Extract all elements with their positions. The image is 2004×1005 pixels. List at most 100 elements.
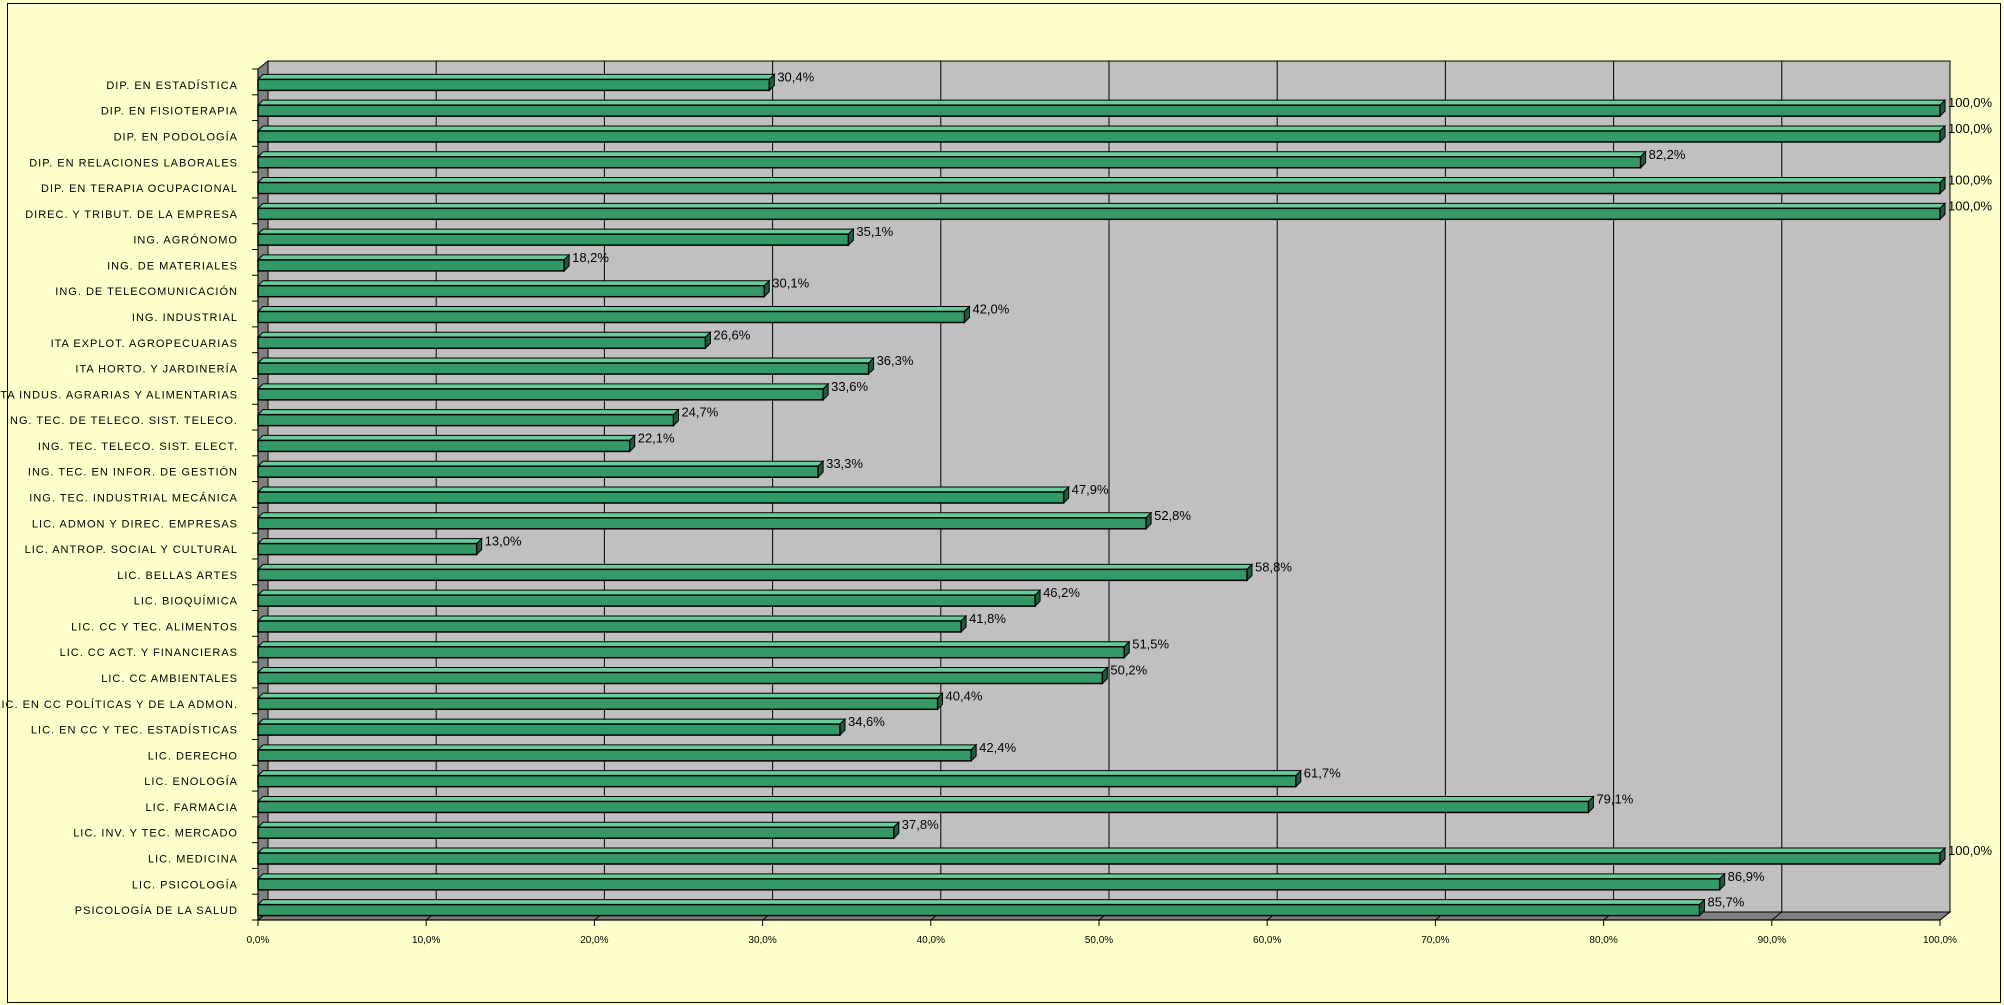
category-label: LIC. INV. Y TEC. MERCADO: [73, 828, 238, 840]
data-label: 50,2%: [1110, 663, 1147, 678]
bar: [257, 310, 966, 324]
category-label: DIP. EN ESTADÍSTICA: [106, 79, 238, 92]
category-label: LIC. CC Y TEC. ALIMENTOS: [71, 621, 238, 633]
bar: [257, 156, 1642, 169]
data-label: 37,8%: [902, 817, 939, 832]
category-label: LIC. DERECHO: [148, 750, 238, 762]
bar: [257, 284, 766, 298]
bar: [257, 388, 824, 401]
bar: [257, 78, 771, 92]
bar: [257, 903, 1701, 917]
category-label: LIC. CC ACT. Y FINANCIERAS: [60, 647, 238, 659]
category-label: DIP. EN FISIOTERAPIA: [101, 106, 238, 118]
category-label: PSICOLOGÍA DE LA SALUD: [75, 904, 238, 917]
category-label: ING. TEC. TELECO. SIST. ELECT.: [38, 441, 238, 453]
bar: [257, 800, 1590, 814]
x-tick-label: 0,0%: [247, 935, 270, 946]
bar: [257, 749, 972, 762]
x-tick-label: 30,0%: [748, 935, 776, 946]
data-label: 22,1%: [638, 430, 675, 445]
bar: [257, 645, 1125, 659]
category-label: ING. TEC. EN INFOR. DE GESTIÓN: [28, 466, 238, 479]
bar: [257, 826, 895, 839]
data-label: 34,6%: [848, 714, 885, 729]
data-label: 40,4%: [946, 688, 983, 703]
data-label: 33,3%: [826, 456, 863, 471]
category-label: LIC. EN CC Y TEC. ESTADÍSTICAS: [31, 724, 238, 737]
data-label: 26,6%: [713, 327, 750, 342]
category-label: LIC. PSICOLOGÍA: [132, 878, 238, 891]
chart-frame: [7, 3, 2001, 1003]
category-label: DIP. EN PODOLOGÍA: [114, 130, 238, 143]
category-label: LIC. EN CC POLÍTICAS Y DE LA ADMON.: [0, 698, 238, 711]
bar: [257, 465, 819, 478]
category-label: LIC. BELLAS ARTES: [117, 570, 238, 582]
data-label: 58,8%: [1255, 559, 1292, 574]
data-label: 79,1%: [1596, 791, 1633, 806]
gridline-floor: [1771, 911, 1783, 921]
data-label: 24,7%: [681, 405, 718, 420]
data-label: 47,9%: [1072, 482, 1109, 497]
category-label: ING. DE MATERIALES: [107, 260, 238, 272]
bar: [257, 207, 1941, 221]
data-label: 42,0%: [972, 301, 1009, 316]
data-label: 36,3%: [877, 353, 914, 368]
category-label: LIC. FARMACIA: [146, 802, 238, 814]
bar: [257, 697, 939, 711]
category-label: LIC. ADMON Y DIREC. EMPRESAS: [32, 518, 238, 530]
bar: [257, 439, 631, 453]
bar: [257, 233, 850, 246]
gridline-floor: [1939, 911, 1951, 921]
x-tick-label: 90,0%: [1758, 935, 1786, 946]
data-label: 51,5%: [1132, 637, 1169, 652]
bar: [257, 620, 962, 633]
bar: [257, 130, 1941, 143]
x-tick-label: 10,0%: [412, 935, 440, 946]
x-tick-label: 20,0%: [580, 935, 608, 946]
bar: [257, 104, 1941, 117]
category-label: ITA INDUS. AGRARIAS Y ALIMENTARIAS: [0, 389, 238, 401]
category-label: LIC. MEDICINA: [148, 854, 238, 866]
category-label: ITA EXPLOT. AGROPECUARIAS: [51, 338, 238, 350]
x-tick-label: 80,0%: [1589, 935, 1617, 946]
data-label: 13,0%: [485, 534, 522, 549]
data-label: 30,4%: [777, 69, 814, 84]
x-tick-label: 50,0%: [1085, 935, 1113, 946]
data-label: 33,6%: [831, 379, 868, 394]
bar: [257, 259, 565, 272]
category-label: LIC. CC AMBIENTALES: [101, 673, 238, 685]
data-label: 41,8%: [969, 611, 1006, 626]
bar: [257, 568, 1248, 582]
x-tick-label: 40,0%: [917, 935, 945, 946]
bar: [257, 878, 1721, 891]
category-label: LIC. ENOLOGÍA: [144, 775, 238, 788]
category-label: ING. INDUSTRIAL: [132, 312, 238, 324]
data-label: 82,2%: [1649, 147, 1686, 162]
data-label: 42,4%: [979, 740, 1016, 755]
bar: [257, 594, 1036, 607]
bar: [257, 517, 1147, 530]
x-tick-label: 70,0%: [1421, 935, 1449, 946]
data-label: 85,7%: [1707, 895, 1744, 910]
x-tick-label: 60,0%: [1253, 935, 1281, 946]
bar: [257, 336, 707, 350]
data-label: 100,0%: [1948, 121, 1993, 136]
bar: [257, 671, 1104, 685]
bar: [257, 723, 841, 736]
data-label: 30,1%: [772, 276, 809, 291]
data-label: 18,2%: [572, 250, 609, 265]
data-label: 86,9%: [1728, 869, 1765, 884]
category-label: DIP. EN TERAPIA OCUPACIONAL: [41, 183, 238, 195]
bar: [257, 362, 870, 375]
bar: [257, 852, 1941, 865]
data-label: 35,1%: [856, 224, 893, 239]
bar: [257, 491, 1065, 504]
category-label: ITA HORTO. Y JARDINERÍA: [75, 363, 238, 376]
data-label: 100,0%: [1948, 198, 1993, 213]
bar: [257, 774, 1297, 788]
category-label: ING. TEC. INDUSTRIAL MECÁNICA: [29, 492, 238, 505]
category-label: ING. TEC. DE TELECO. SIST. TELECO.: [6, 415, 238, 427]
category-label: LIC. BIOQUÍMICA: [134, 595, 238, 608]
data-label: 46,2%: [1043, 585, 1080, 600]
